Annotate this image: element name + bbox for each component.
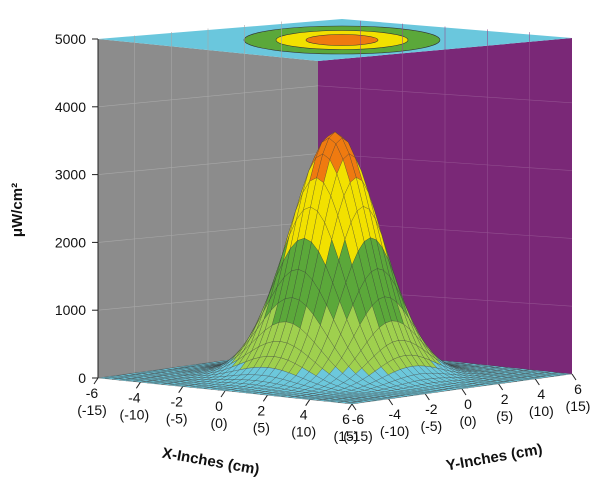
x-tick-label: 0 [215, 398, 223, 414]
z-tick-label: 2000 [55, 234, 86, 250]
y-tick-cm-label: (15) [566, 398, 591, 414]
y-tick-cm-label: (-5) [420, 418, 442, 434]
y-tick-label: -6 [352, 411, 365, 427]
axes: 010002000300040005000-6(-15)-4(-10)-2(-5… [55, 31, 591, 444]
x-tick-cm-label: (-15) [77, 402, 107, 418]
z-axis-title: μW/cm² [9, 183, 26, 237]
y-tick-label: -4 [388, 406, 401, 422]
x-tick-label: -6 [86, 385, 99, 401]
z-tick-label: 0 [78, 370, 86, 386]
x-tick-cm-label: (0) [210, 415, 227, 431]
z-tick-label: 4000 [55, 99, 86, 115]
x-tick-label: -2 [170, 394, 183, 410]
y-tick-cm-label: (10) [529, 403, 554, 419]
x-tick-label: -4 [128, 389, 141, 405]
x-tick-cm-label: (15) [334, 428, 359, 444]
y-axis-title: Y-Inches (cm) [445, 441, 544, 475]
y-tick-label: 2 [501, 391, 509, 407]
z-tick-label: 1000 [55, 302, 86, 318]
x-tick-cm-label: (-10) [120, 406, 150, 422]
x-tick-label: 2 [257, 402, 265, 418]
x-tick-label: 6 [342, 411, 350, 427]
y-tick-label: 0 [464, 396, 472, 412]
x-tick-cm-label: (5) [253, 419, 270, 435]
y-tick-cm-label: (5) [496, 408, 513, 424]
y-tick-cm-label: (-10) [380, 423, 410, 439]
x-tick-label: 4 [300, 407, 308, 423]
x-tick-cm-label: (10) [291, 424, 316, 440]
z-tick-label: 3000 [55, 167, 86, 183]
x-tick-cm-label: (-5) [166, 411, 188, 427]
y-tick-cm-label: (0) [459, 413, 476, 429]
z-tick-label: 5000 [55, 31, 86, 47]
y-tick-cm-label: (-15) [343, 428, 373, 444]
surface-mesh [97, 131, 573, 405]
x-axis-title: X-Inches (cm) [161, 445, 261, 479]
y-tick-label: 6 [574, 381, 582, 397]
top-contour-projection [243, 25, 441, 55]
y-tick-label: 4 [537, 386, 545, 402]
y-tick-label: -2 [425, 401, 438, 417]
